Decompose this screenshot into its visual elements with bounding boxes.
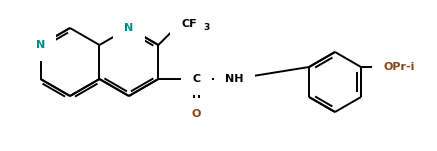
Text: CF: CF [181,19,197,29]
Text: NH: NH [225,74,243,84]
Text: 3: 3 [203,24,210,32]
Text: N: N [36,40,45,50]
Text: O: O [192,109,201,119]
Text: OPr-i: OPr-i [383,62,415,72]
Text: N: N [124,23,134,33]
Text: C: C [192,74,201,84]
